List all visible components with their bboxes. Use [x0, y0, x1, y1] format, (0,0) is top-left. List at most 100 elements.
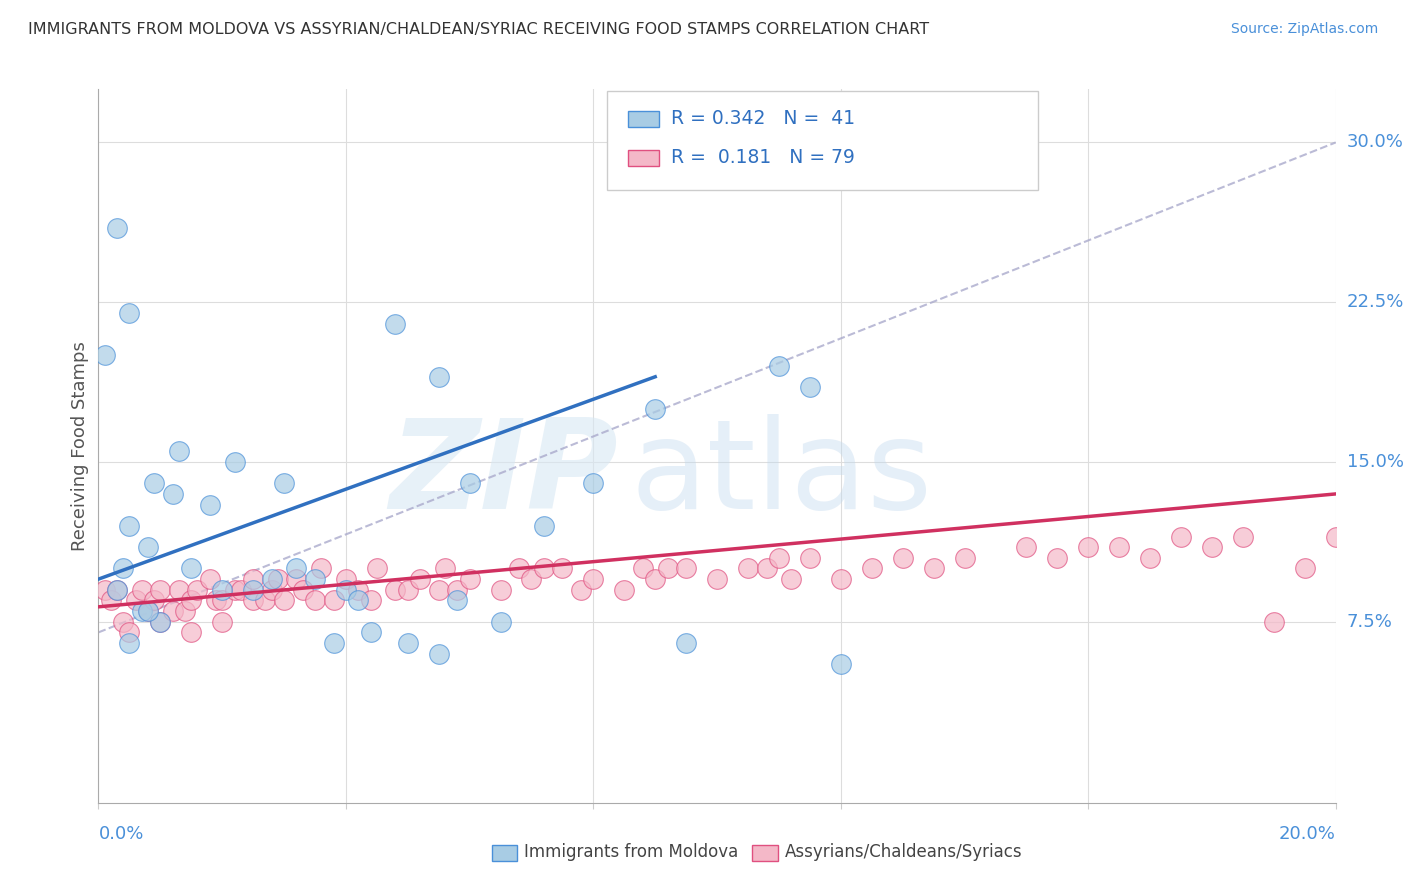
Text: Assyrians/Chaldeans/Syriacs: Assyrians/Chaldeans/Syriacs	[785, 843, 1022, 861]
Point	[1077, 540, 1099, 554]
Point	[644, 401, 666, 416]
Point	[1294, 561, 1316, 575]
Point	[335, 572, 357, 586]
Point	[242, 572, 264, 586]
Point	[427, 582, 450, 597]
Point	[309, 561, 332, 575]
Point	[1139, 550, 1161, 565]
Point	[396, 582, 419, 597]
Point	[347, 593, 370, 607]
Point	[112, 615, 135, 629]
Point	[755, 561, 778, 575]
Point	[891, 550, 914, 565]
Point	[186, 582, 208, 597]
Point	[112, 561, 135, 575]
Text: Immigrants from Moldova: Immigrants from Moldova	[524, 843, 738, 861]
Point	[737, 561, 759, 575]
Point	[100, 593, 122, 607]
Point	[291, 582, 314, 597]
Point	[304, 572, 326, 586]
Point	[167, 582, 190, 597]
Point	[347, 582, 370, 597]
Point	[93, 582, 115, 597]
Point	[180, 625, 202, 640]
Text: ZIP: ZIP	[389, 414, 619, 535]
Point	[254, 593, 277, 607]
Point	[229, 582, 252, 597]
Point	[427, 647, 450, 661]
Point	[335, 582, 357, 597]
Point	[131, 604, 153, 618]
Point	[582, 476, 605, 491]
Point	[446, 593, 468, 607]
Point	[180, 561, 202, 575]
Point	[273, 593, 295, 607]
Point	[242, 593, 264, 607]
Point	[384, 582, 406, 597]
Point	[162, 487, 184, 501]
Point	[768, 359, 790, 373]
Point	[427, 369, 450, 384]
Text: 15.0%: 15.0%	[1347, 453, 1403, 471]
Point	[768, 550, 790, 565]
Point	[136, 604, 159, 618]
Point	[180, 593, 202, 607]
Text: R =  0.181   N = 79: R = 0.181 N = 79	[671, 148, 855, 168]
Point	[953, 550, 976, 565]
Point	[322, 636, 344, 650]
Point	[1324, 529, 1347, 543]
Point	[224, 455, 246, 469]
Point	[105, 220, 128, 235]
Point	[1201, 540, 1223, 554]
Point	[174, 604, 197, 618]
Text: 30.0%: 30.0%	[1347, 134, 1403, 152]
Point	[205, 593, 228, 607]
Point	[569, 582, 592, 597]
Point	[458, 572, 481, 586]
Point	[433, 561, 456, 575]
Point	[533, 561, 555, 575]
Point	[322, 593, 344, 607]
Text: IMMIGRANTS FROM MOLDOVA VS ASSYRIAN/CHALDEAN/SYRIAC RECEIVING FOOD STAMPS CORREL: IMMIGRANTS FROM MOLDOVA VS ASSYRIAN/CHAL…	[28, 22, 929, 37]
Point	[1170, 529, 1192, 543]
Point	[780, 572, 803, 586]
Point	[631, 561, 654, 575]
Point	[489, 615, 512, 629]
Point	[446, 582, 468, 597]
Point	[675, 636, 697, 650]
Point	[675, 561, 697, 575]
Point	[118, 306, 141, 320]
Point	[131, 582, 153, 597]
Point	[124, 593, 146, 607]
Point	[582, 572, 605, 586]
Point	[242, 582, 264, 597]
Point	[118, 636, 141, 650]
Point	[162, 604, 184, 618]
Point	[533, 519, 555, 533]
Text: Source: ZipAtlas.com: Source: ZipAtlas.com	[1230, 22, 1378, 37]
Y-axis label: Receiving Food Stamps: Receiving Food Stamps	[70, 341, 89, 551]
Text: 0.0%: 0.0%	[98, 825, 143, 843]
Point	[1015, 540, 1038, 554]
Point	[860, 561, 883, 575]
Point	[799, 550, 821, 565]
Point	[360, 593, 382, 607]
Point	[118, 519, 141, 533]
Point	[149, 582, 172, 597]
Text: atlas: atlas	[630, 414, 932, 535]
Point	[508, 561, 530, 575]
Text: 7.5%: 7.5%	[1347, 613, 1393, 631]
Point	[211, 593, 233, 607]
Point	[458, 476, 481, 491]
Point	[922, 561, 945, 575]
Point	[706, 572, 728, 586]
Point	[489, 582, 512, 597]
Point	[304, 593, 326, 607]
Point	[143, 593, 166, 607]
Point	[657, 561, 679, 575]
Point	[384, 317, 406, 331]
Text: 20.0%: 20.0%	[1279, 825, 1336, 843]
Point	[136, 540, 159, 554]
Point	[1263, 615, 1285, 629]
Point	[644, 572, 666, 586]
